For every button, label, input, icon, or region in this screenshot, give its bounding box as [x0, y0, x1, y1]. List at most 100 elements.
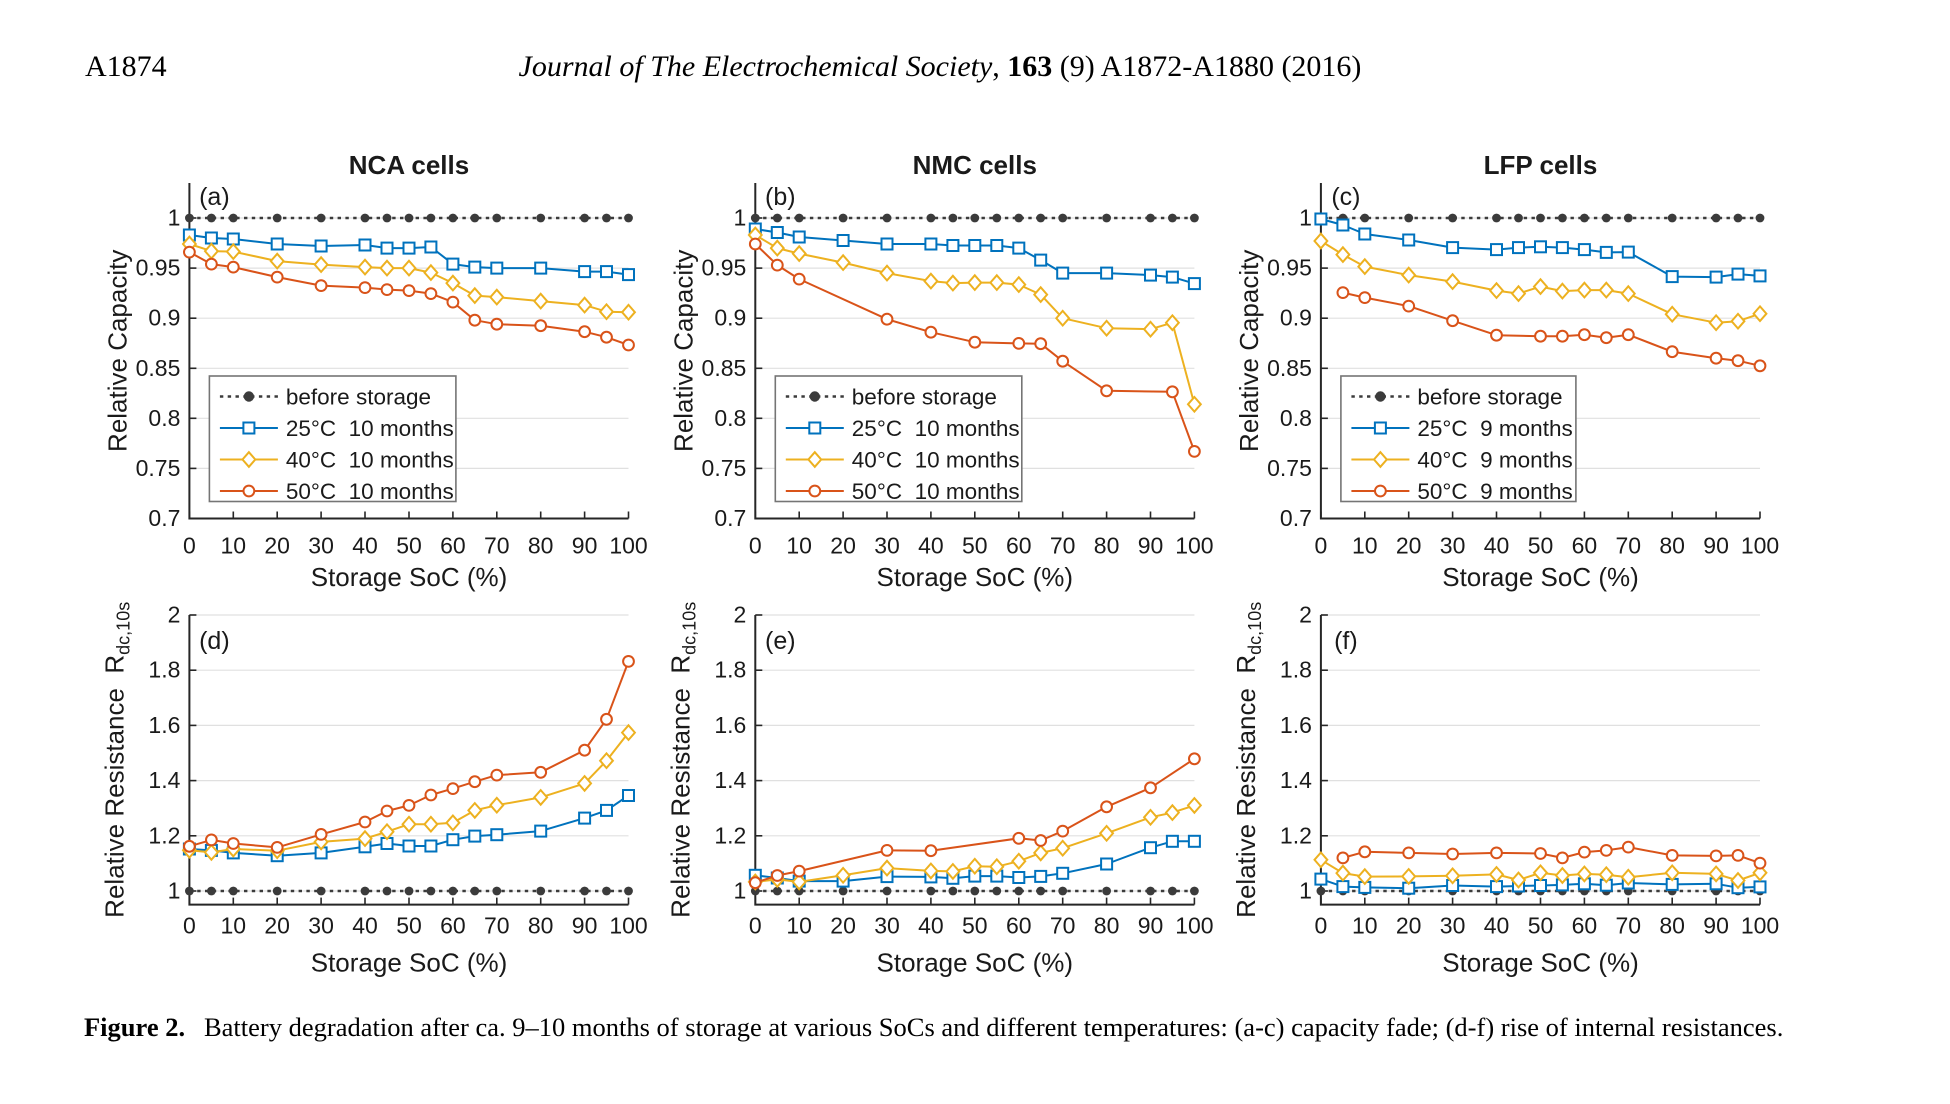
svg-text:60: 60 — [1572, 913, 1598, 939]
svg-text:70: 70 — [1050, 533, 1076, 559]
svg-text:60: 60 — [1006, 913, 1032, 939]
svg-text:NMC cells: NMC cells — [913, 150, 1037, 180]
svg-text:25°C 10 months: 25°C 10 months — [286, 416, 454, 441]
svg-text:Storage SoC (%): Storage SoC (%) — [877, 562, 1074, 592]
svg-text:1.6: 1.6 — [1280, 712, 1312, 738]
svg-text:70: 70 — [484, 913, 510, 939]
svg-text:90: 90 — [572, 533, 598, 559]
svg-text:20: 20 — [1396, 913, 1422, 939]
svg-text:40°C 10 months: 40°C 10 months — [286, 448, 454, 473]
svg-text:1: 1 — [734, 878, 747, 904]
svg-text:50°C 10 months: 50°C 10 months — [286, 479, 454, 504]
svg-text:80: 80 — [1094, 913, 1120, 939]
svg-text:0.7: 0.7 — [1280, 505, 1312, 531]
svg-text:0.85: 0.85 — [702, 355, 747, 381]
svg-text:Journal of The Electrochemical: Journal of The Electrochemical Society, … — [519, 50, 1362, 83]
svg-text:1.2: 1.2 — [714, 822, 746, 848]
svg-text:(e): (e) — [765, 627, 796, 655]
svg-text:70: 70 — [1616, 913, 1642, 939]
svg-text:(f): (f) — [1334, 627, 1358, 655]
svg-text:100: 100 — [609, 533, 647, 559]
svg-text:(c): (c) — [1331, 183, 1360, 211]
svg-text:0.85: 0.85 — [136, 355, 181, 381]
svg-text:0.95: 0.95 — [136, 255, 181, 281]
svg-text:50°C 10 months: 50°C 10 months — [852, 479, 1020, 504]
svg-text:10: 10 — [221, 913, 247, 939]
svg-text:0.8: 0.8 — [148, 405, 180, 431]
svg-text:Storage SoC (%): Storage SoC (%) — [311, 948, 508, 978]
svg-text:0.7: 0.7 — [148, 505, 180, 531]
svg-text:20: 20 — [1396, 533, 1422, 559]
svg-text:40: 40 — [1484, 533, 1510, 559]
svg-text:30: 30 — [308, 913, 334, 939]
svg-text:(d): (d) — [199, 627, 230, 655]
svg-text:0: 0 — [749, 913, 762, 939]
svg-text:40°C 9 months: 40°C 9 months — [1417, 448, 1572, 473]
svg-text:1: 1 — [734, 205, 747, 231]
svg-text:NCA cells: NCA cells — [349, 150, 469, 180]
svg-text:0.75: 0.75 — [702, 455, 747, 481]
svg-text:90: 90 — [1138, 913, 1164, 939]
svg-text:80: 80 — [528, 533, 554, 559]
svg-text:Storage SoC (%): Storage SoC (%) — [311, 562, 508, 592]
svg-text:before storage: before storage — [286, 385, 431, 410]
svg-text:30: 30 — [1440, 533, 1466, 559]
svg-text:60: 60 — [440, 533, 466, 559]
svg-text:1.8: 1.8 — [714, 657, 746, 683]
svg-text:40: 40 — [352, 913, 378, 939]
svg-text:10: 10 — [221, 533, 247, 559]
svg-text:before storage: before storage — [1417, 385, 1562, 410]
svg-text:1: 1 — [168, 878, 181, 904]
svg-text:2: 2 — [734, 602, 747, 628]
svg-text:25°C 9 months: 25°C 9 months — [1417, 416, 1572, 441]
svg-text:20: 20 — [264, 533, 290, 559]
svg-text:60: 60 — [1006, 533, 1032, 559]
svg-text:50: 50 — [962, 533, 988, 559]
svg-text:(a): (a) — [199, 183, 230, 211]
svg-text:50: 50 — [396, 913, 422, 939]
svg-text:Figure 2.: Figure 2. — [84, 1012, 185, 1042]
svg-text:0.95: 0.95 — [1267, 255, 1312, 281]
svg-text:0.8: 0.8 — [1280, 405, 1312, 431]
svg-text:A1874: A1874 — [85, 50, 167, 83]
svg-text:90: 90 — [1703, 913, 1729, 939]
svg-text:Battery degradation after ca.: Battery degradation after ca. 9–10 month… — [204, 1012, 1783, 1042]
svg-text:25°C 10 months: 25°C 10 months — [852, 416, 1020, 441]
svg-text:30: 30 — [874, 913, 900, 939]
svg-text:50: 50 — [1528, 913, 1554, 939]
svg-text:30: 30 — [308, 533, 334, 559]
svg-text:40: 40 — [918, 533, 944, 559]
svg-text:1.2: 1.2 — [1280, 822, 1312, 848]
svg-text:100: 100 — [1175, 533, 1213, 559]
svg-text:10: 10 — [1352, 913, 1378, 939]
svg-text:1.6: 1.6 — [714, 712, 746, 738]
svg-text:60: 60 — [1572, 533, 1598, 559]
svg-text:100: 100 — [1741, 533, 1779, 559]
svg-text:1.8: 1.8 — [1280, 657, 1312, 683]
svg-text:Storage SoC (%): Storage SoC (%) — [1442, 562, 1639, 592]
svg-text:1.2: 1.2 — [148, 822, 180, 848]
svg-text:0: 0 — [1315, 913, 1328, 939]
svg-text:1.4: 1.4 — [1280, 767, 1312, 793]
svg-text:20: 20 — [830, 913, 856, 939]
svg-text:80: 80 — [1659, 913, 1685, 939]
svg-text:2: 2 — [168, 602, 181, 628]
svg-text:40°C 10 months: 40°C 10 months — [852, 448, 1020, 473]
svg-text:40: 40 — [352, 533, 378, 559]
svg-text:50: 50 — [962, 913, 988, 939]
svg-text:30: 30 — [1440, 913, 1466, 939]
svg-text:(b): (b) — [765, 183, 796, 211]
svg-text:1.4: 1.4 — [148, 767, 180, 793]
svg-text:1: 1 — [168, 205, 181, 231]
svg-text:70: 70 — [1616, 533, 1642, 559]
svg-text:10: 10 — [786, 913, 812, 939]
svg-text:before storage: before storage — [852, 385, 997, 410]
svg-text:1.8: 1.8 — [148, 657, 180, 683]
svg-text:100: 100 — [1741, 913, 1779, 939]
svg-text:70: 70 — [484, 533, 510, 559]
svg-text:20: 20 — [264, 913, 290, 939]
svg-text:Relative Capacity: Relative Capacity — [668, 250, 698, 452]
svg-text:0.8: 0.8 — [714, 405, 746, 431]
svg-text:0.75: 0.75 — [136, 455, 181, 481]
svg-text:50: 50 — [396, 533, 422, 559]
